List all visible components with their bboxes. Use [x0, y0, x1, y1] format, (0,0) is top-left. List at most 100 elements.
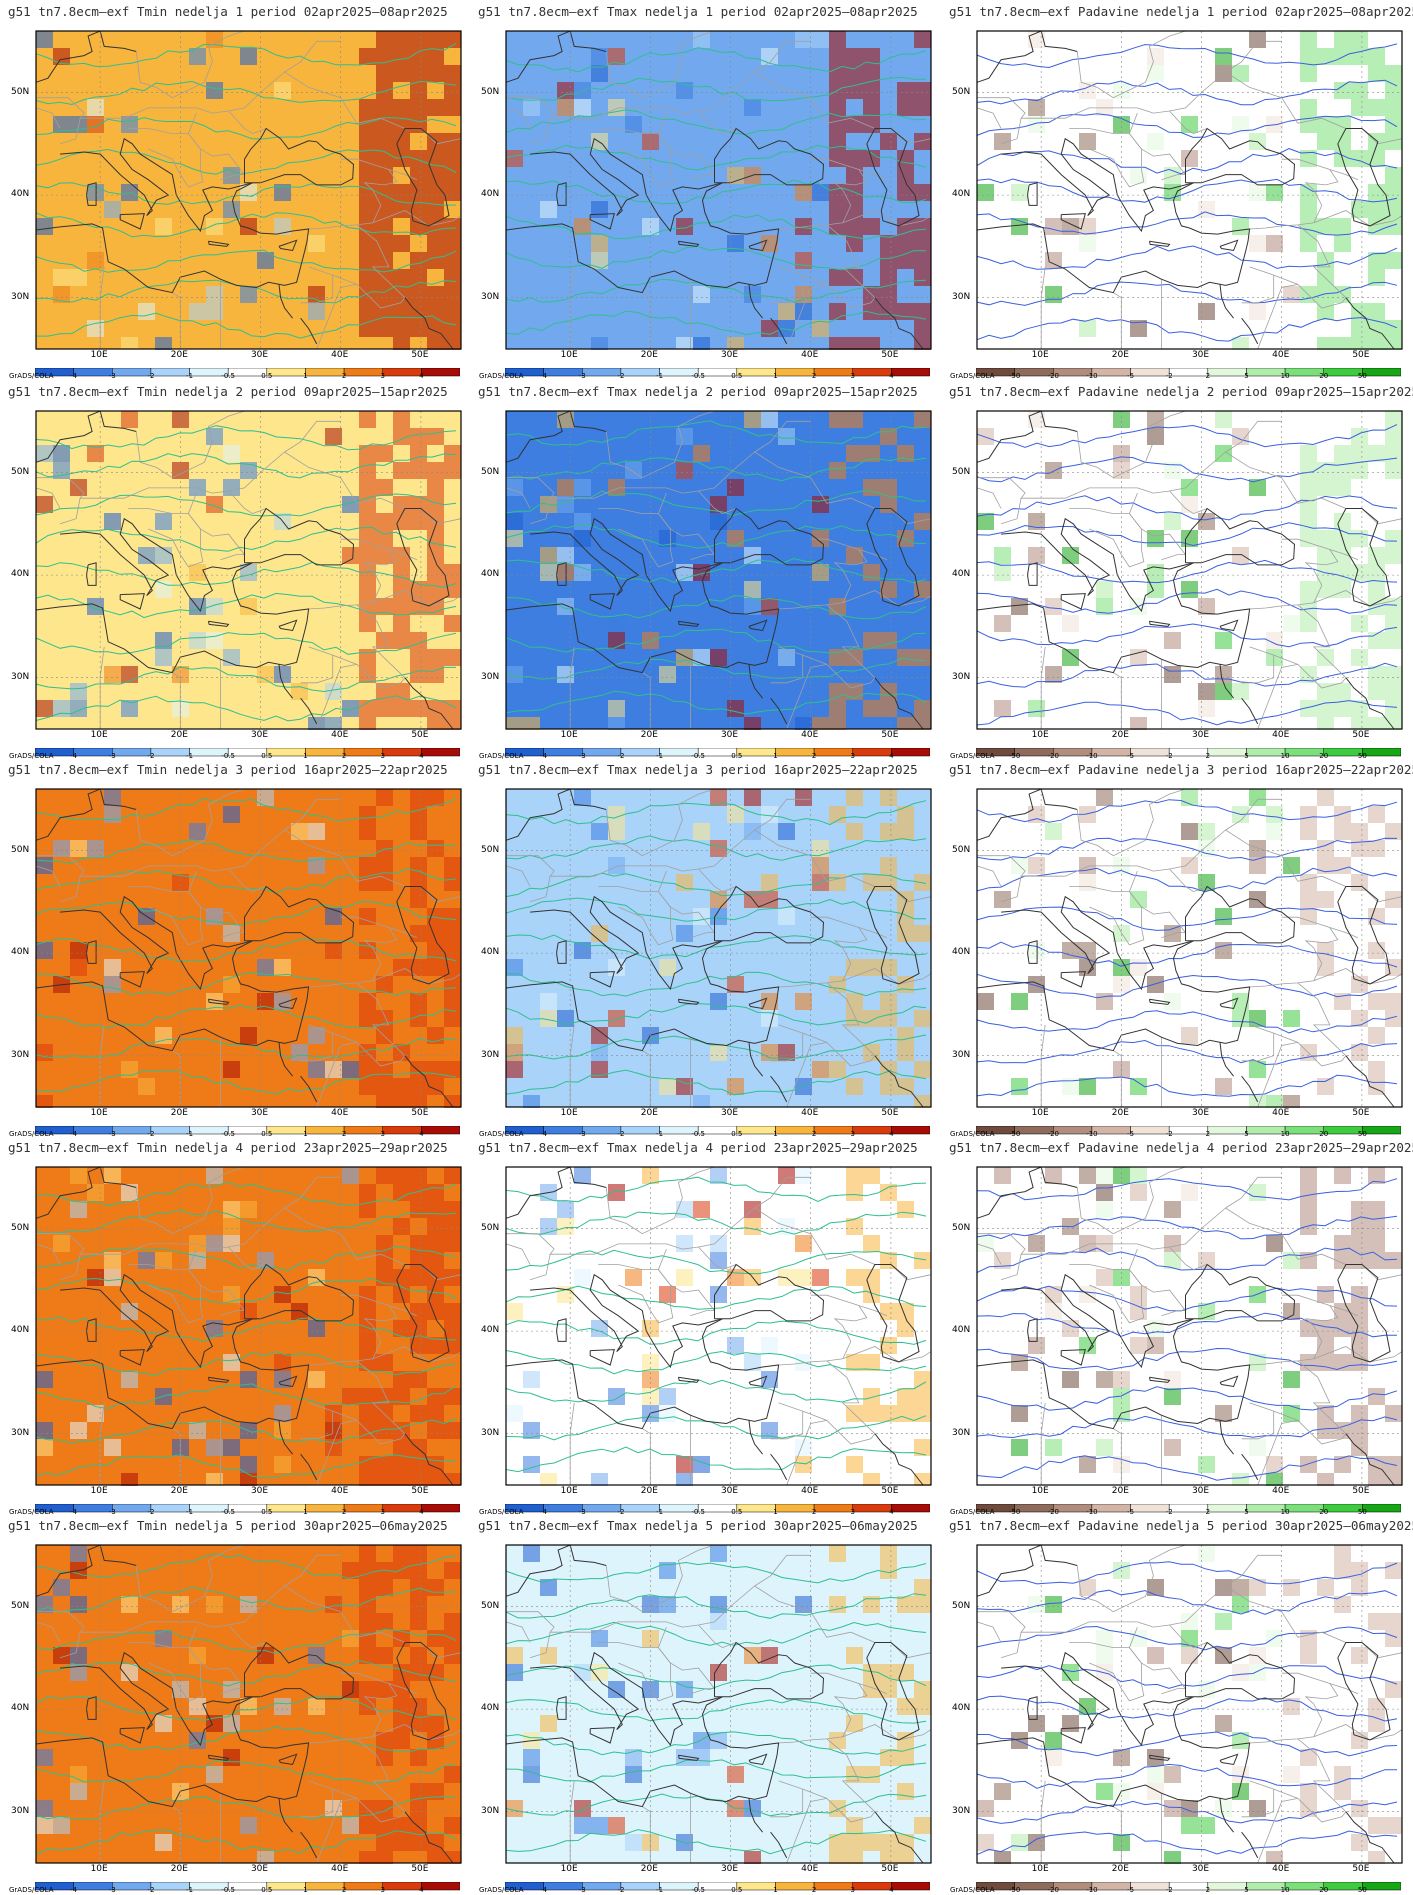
- colorbar-label: 2: [341, 372, 347, 380]
- colorbar-swatch: [305, 1881, 345, 1891]
- colorbar-label: -0.5: [691, 372, 706, 380]
- map-background: [506, 1545, 931, 1863]
- colorbar-label: -3: [578, 1508, 586, 1516]
- colorbar-swatch: [73, 367, 113, 377]
- colorbar-label: 5: [1244, 1508, 1249, 1516]
- graticule: [977, 411, 1402, 729]
- lon-tick-label: 20E: [640, 350, 658, 360]
- lon-tick-label: 40E: [801, 1864, 819, 1874]
- lat-tick-label: 50N: [481, 1222, 500, 1233]
- map-frame: [505, 410, 932, 730]
- colorbar-swatch: [1323, 367, 1363, 377]
- coastlines: [976, 30, 1395, 350]
- lat-tick-label: 40N: [481, 189, 500, 200]
- panel-title: g51 tn7.8ecm–exf Tmin nedelja 5 period 3…: [8, 1518, 448, 1533]
- forecast-map: [976, 410, 1403, 730]
- lat-tick-label: 40N: [481, 947, 500, 958]
- grads-credit: GrADS/COLA: [950, 372, 995, 380]
- contour-lines: [976, 424, 1398, 726]
- lat-tick-label: 40N: [952, 1703, 971, 1714]
- colorbar-swatch: [343, 747, 383, 757]
- contour-lines: [35, 425, 457, 722]
- colorbar-label: 0.5: [731, 752, 743, 760]
- colorbar-label: -5: [1127, 752, 1135, 760]
- colorbar-swatch: [1207, 747, 1247, 757]
- colorbar-swatch: [1323, 1125, 1363, 1135]
- lon-tick-label: 30E: [1191, 730, 1210, 740]
- colorbar-label: 50: [1357, 1886, 1367, 1894]
- lat-tick-label: 40N: [481, 1325, 500, 1336]
- lon-tick-label: 20E: [1111, 1108, 1129, 1118]
- colorbar-swatch: [891, 1503, 931, 1513]
- grads-credit: GrADS/COLA: [479, 1886, 524, 1894]
- colorbar-label: 20: [1319, 372, 1329, 380]
- grads-credit: GrADS/COLA: [9, 372, 54, 380]
- colorbar-swatch: [266, 1125, 306, 1135]
- lon-tick-label: 10E: [560, 1108, 578, 1118]
- forecast-map: [35, 30, 462, 350]
- colorbar-label: -20: [1047, 1130, 1059, 1138]
- contour-lines: [505, 1176, 927, 1473]
- anomaly-field: [506, 1167, 931, 1486]
- colorbar: GrADS/COLA -50 -20 -10 -5 -2 2 5 10 20 50: [950, 1120, 1402, 1139]
- colorbar: GrADS/COLA -4 -3 -2 -1 -0.5 0.5 1 2 3 4: [479, 362, 931, 381]
- lon-tick-label: 10E: [560, 1864, 578, 1874]
- colorbar-label: 50: [1357, 752, 1367, 760]
- graticule: [506, 411, 931, 729]
- grads-credit: GrADS/COLA: [950, 1508, 995, 1516]
- lat-tick-label: 30N: [952, 671, 971, 682]
- lon-tick-label: 50E: [1352, 730, 1370, 740]
- lon-tick-label: 10E: [90, 350, 108, 360]
- colorbar-swatch: [1323, 1881, 1363, 1891]
- contour-lines: [976, 43, 1398, 342]
- coastlines: [976, 410, 1395, 730]
- colorbar-swatch: [582, 1881, 622, 1891]
- forecast-map: [35, 788, 462, 1108]
- colorbar-swatch: [736, 1503, 776, 1513]
- colorbar: GrADS/COLA -4 -3 -2 -1 -0.5 0.5 1 2 3 4: [479, 742, 931, 761]
- colorbar-label: 1: [303, 372, 308, 380]
- coastlines: [35, 1544, 454, 1864]
- colorbar-swatch: [736, 367, 776, 377]
- colorbar-label: 10: [1280, 1886, 1290, 1894]
- lat-tick-label: 40N: [952, 1325, 971, 1336]
- colorbar-label: 4: [889, 1130, 894, 1138]
- grads-credit: GrADS/COLA: [950, 752, 995, 760]
- colorbar-swatch: [891, 1125, 931, 1135]
- colorbar-label: 1: [303, 1508, 308, 1516]
- colorbar-label: -0.5: [221, 1130, 236, 1138]
- graticule: [36, 789, 461, 1107]
- lon-tick-label: 30E: [1191, 1108, 1210, 1118]
- lat-tick-label: 30N: [952, 1805, 971, 1816]
- anomaly-field: [36, 789, 461, 1108]
- colorbar-swatch: [343, 1503, 383, 1513]
- lat-tick-label: 40N: [481, 1703, 500, 1714]
- colorbar-swatch: [1284, 1881, 1324, 1891]
- lon-tick-label: 20E: [640, 1864, 658, 1874]
- colorbar-label: 1: [773, 752, 778, 760]
- colorbar-label: 10: [1280, 372, 1290, 380]
- colorbar-label: -0.5: [691, 1130, 706, 1138]
- coastlines: [976, 788, 1395, 1108]
- lat-tick-label: 30N: [481, 291, 500, 302]
- coastlines: [35, 410, 454, 730]
- contour-lines: [976, 1561, 1398, 1856]
- colorbar-swatch: [543, 1881, 583, 1891]
- lon-tick-label: 50E: [1352, 1108, 1370, 1118]
- colorbar-swatch: [73, 1503, 113, 1513]
- graticule: [977, 31, 1402, 349]
- colorbar-label: 2: [1205, 1886, 1211, 1894]
- lon-tick-label: 30E: [250, 350, 269, 360]
- colorbar-label: -5: [1127, 1508, 1135, 1516]
- colorbar-label: -2: [1165, 752, 1173, 760]
- colorbar-swatch: [112, 1881, 152, 1891]
- map-frame: [505, 788, 932, 1108]
- lat-tick-label: 30N: [11, 671, 30, 682]
- colorbar-label: 4: [419, 752, 424, 760]
- colorbar-swatch: [1130, 1503, 1170, 1513]
- lon-tick-label: 10E: [90, 1486, 108, 1496]
- colorbar-label: 2: [341, 1508, 347, 1516]
- lon-tick-label: 10E: [1031, 730, 1049, 740]
- colorbar-label: 20: [1319, 1130, 1329, 1138]
- colorbar-label: 4: [419, 372, 424, 380]
